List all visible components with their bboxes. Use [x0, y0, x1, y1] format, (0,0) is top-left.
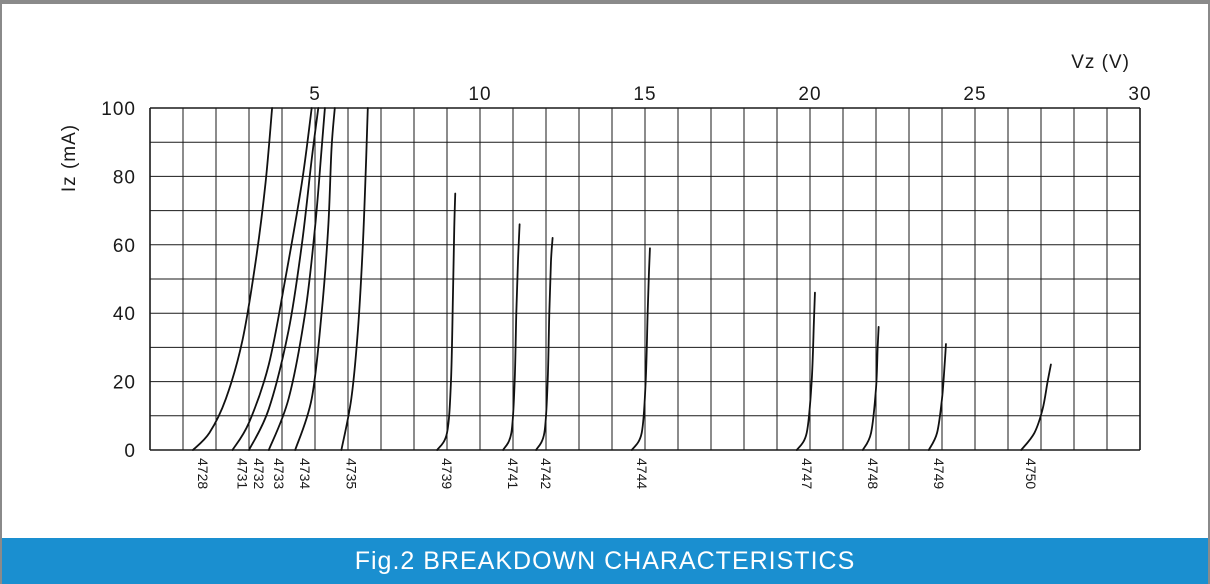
- curve-4741: [502, 223, 521, 451]
- curve-4749: [927, 343, 947, 451]
- x-tick-label: 20: [798, 84, 821, 105]
- curve-4733: [267, 107, 326, 451]
- series-label-4732: 4732: [251, 458, 267, 489]
- y-tick-label: 40: [113, 304, 136, 325]
- curve-4739: [436, 192, 457, 451]
- series-label-4750: 4750: [1023, 458, 1039, 489]
- x-axis-label: Vz (V): [1071, 52, 1130, 73]
- grid: [149, 107, 1141, 451]
- series-label-4734: 4734: [297, 458, 313, 489]
- series-label-4739: 4739: [439, 458, 455, 489]
- series-label-4733: 4733: [271, 458, 287, 489]
- series-label-4749: 4749: [931, 458, 947, 489]
- series-label-4742: 4742: [538, 458, 554, 489]
- y-tick-label: 80: [113, 167, 136, 188]
- curve-4731: [231, 107, 313, 451]
- y-tick-label: 100: [101, 99, 136, 120]
- x-tick-label: 15: [633, 84, 656, 105]
- curves: [192, 107, 1052, 451]
- curve-4742: [535, 237, 554, 451]
- caption-bar: Fig.2 BREAKDOWN CHARACTERISTICS: [2, 538, 1208, 584]
- series-label-4744: 4744: [634, 458, 650, 489]
- series-label-4747: 4747: [799, 458, 815, 489]
- curve-4747: [795, 291, 816, 451]
- series-label-4741: 4741: [505, 458, 521, 489]
- curve-4748: [861, 325, 880, 451]
- curve-4732: [248, 107, 320, 451]
- series-label-4748: 4748: [865, 458, 881, 489]
- y-tick-label: 0: [124, 441, 136, 462]
- curve-4744: [630, 247, 651, 451]
- curve-4728: [192, 107, 273, 451]
- series-label-4731: 4731: [235, 458, 251, 489]
- x-tick-label: 10: [468, 84, 491, 105]
- y-tick-label: 60: [113, 236, 136, 257]
- y-axis-label: Iz (mA): [59, 124, 80, 192]
- curve-4750: [1020, 363, 1052, 451]
- breakdown-chart: 5 10 15 20 25 30 0 20 40 60 80 100 Vz (V) Iz (mA) 4728…: [59, 52, 1151, 489]
- series-label-4735: 4735: [343, 458, 359, 489]
- series-label-4728: 4728: [195, 458, 211, 489]
- labels: 5 10 15 20 25 30 0 20 40 60 80 100 Vz (V) Iz (mA) 4728…: [59, 52, 1151, 489]
- figure-caption: Fig.2 BREAKDOWN CHARACTERISTICS: [354, 546, 856, 575]
- x-tick-label: 5: [309, 84, 321, 105]
- curve-4734: [294, 107, 336, 451]
- x-tick-label: 25: [963, 84, 986, 105]
- x-tick-label: 30: [1128, 84, 1151, 105]
- curve-4735: [340, 107, 369, 451]
- y-tick-label: 20: [113, 373, 136, 394]
